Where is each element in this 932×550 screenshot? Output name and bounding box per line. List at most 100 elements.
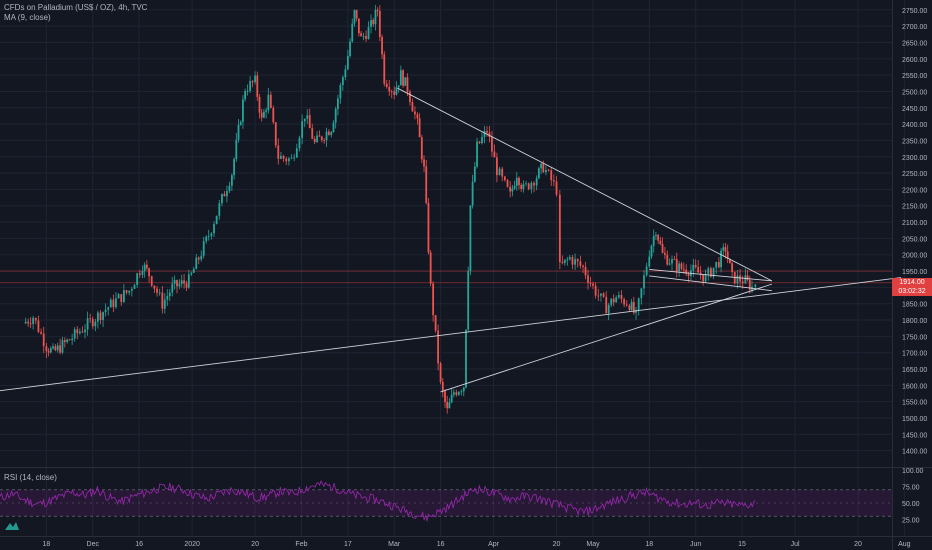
candle-body [620, 295, 623, 300]
candle-body [187, 274, 190, 288]
ma-legend[interactable]: MA (9, close) [4, 13, 51, 22]
rsi-tick-label: 25.00 [902, 518, 920, 525]
x-tick-label: 16 [437, 541, 445, 548]
x-tick-label: Jul [791, 541, 800, 548]
candle-body [694, 264, 697, 268]
candle-body [376, 9, 379, 11]
candle-body [566, 259, 569, 261]
candle-body [610, 298, 613, 305]
candle-body [163, 299, 166, 309]
candle-body [59, 345, 62, 353]
y-tick-label: 1950.00 [902, 269, 927, 276]
candle-body [218, 203, 221, 216]
y-tick-label: 1650.00 [902, 367, 927, 374]
candle-body [112, 299, 115, 308]
candle-body [722, 247, 725, 251]
symbol-legend[interactable]: CFDs on Palladium (US$ / OZ), 4h, TVC [4, 3, 148, 12]
candle-body [450, 394, 453, 403]
x-tick-label: Mar [388, 541, 401, 548]
candle-body [242, 99, 244, 122]
candle-body [568, 257, 571, 260]
x-tick-label: 16 [135, 541, 143, 548]
candle-body [748, 279, 751, 290]
candle-body [49, 348, 52, 353]
candle-body [455, 392, 458, 395]
candle-body [685, 269, 688, 274]
rsi-line [0, 479, 756, 523]
candle-body [687, 273, 690, 276]
candle-body [254, 75, 256, 83]
rsi-tick-label: 75.00 [902, 485, 920, 492]
candle-body [178, 283, 181, 287]
candle-body [168, 292, 171, 297]
candle-body [720, 250, 722, 268]
y-tick-label: 1750.00 [902, 334, 927, 341]
candle-body [659, 240, 662, 244]
candle-body [729, 258, 731, 264]
candle-body [73, 329, 76, 339]
candle-body [704, 274, 707, 282]
candle-body [439, 363, 442, 382]
x-tick-label: Aug [898, 541, 911, 548]
candle-body [555, 181, 558, 195]
candlestick-series[interactable] [24, 4, 757, 414]
candle-body [197, 257, 200, 260]
candle-body [488, 132, 491, 138]
candle-body [233, 159, 235, 176]
candle-body [341, 77, 344, 86]
x-tick-label: May [586, 541, 600, 548]
candle-body [161, 292, 164, 309]
candle-body [280, 155, 282, 159]
candle-body [52, 346, 54, 349]
candle-body [726, 251, 729, 259]
candle-body [411, 102, 414, 112]
candle-body [272, 107, 275, 123]
candle-body [692, 264, 695, 271]
candle-body [724, 247, 727, 252]
candle-body [374, 9, 377, 25]
candle-body [437, 330, 440, 364]
candle-body [434, 315, 437, 331]
candle-body [205, 236, 208, 242]
rsi-legend[interactable]: RSI (14, close) [4, 473, 57, 482]
candle-body [185, 283, 188, 288]
candle-body [754, 284, 757, 287]
candle-body [246, 90, 249, 92]
candle-body [404, 77, 407, 86]
candle-body [86, 318, 89, 330]
candle-body [648, 256, 651, 267]
y-tick-label: 2400.00 [902, 122, 927, 129]
candle-body [736, 275, 739, 284]
countdown-tag: 03:02:32 [892, 287, 932, 296]
candle-body [509, 186, 512, 192]
candle-body [346, 56, 349, 70]
candle-body [518, 177, 520, 186]
candle-body [615, 297, 618, 303]
candle-body [378, 10, 381, 37]
candle-body [491, 137, 493, 152]
candle-body [138, 273, 141, 275]
trendline [397, 87, 773, 282]
candle-body [145, 264, 148, 269]
trendlines[interactable] [0, 87, 902, 393]
candle-body [237, 124, 240, 140]
candle-body [263, 111, 265, 118]
candle-body [501, 168, 504, 177]
candle-body [230, 175, 233, 186]
candle-body [600, 293, 602, 296]
trendline [649, 275, 772, 292]
candle-body [678, 263, 681, 272]
candle-body [290, 157, 293, 159]
candle-body [671, 259, 673, 264]
candle-body [287, 158, 290, 162]
candle-body [316, 135, 318, 142]
y-tick-label: 1800.00 [902, 318, 927, 325]
candle-body [414, 111, 416, 115]
candle-body [91, 318, 94, 327]
candle-body [148, 268, 150, 277]
tradingview-logo-icon[interactable] [4, 520, 20, 532]
candle-body [42, 333, 45, 347]
candle-body [367, 26, 370, 39]
candle-body [381, 36, 383, 55]
